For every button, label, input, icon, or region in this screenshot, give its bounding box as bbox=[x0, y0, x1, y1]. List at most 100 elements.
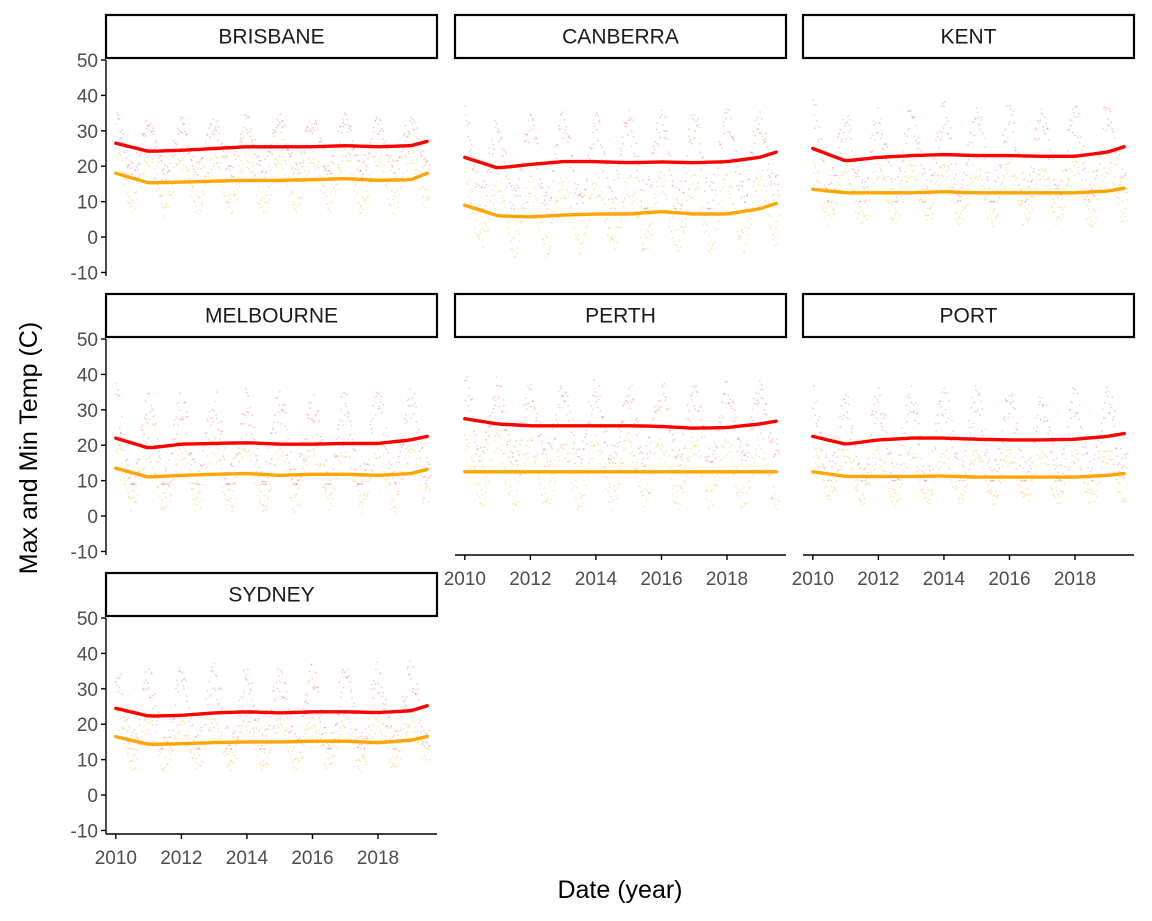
min-temp-point bbox=[850, 469, 853, 472]
max-temp-point bbox=[120, 431, 122, 434]
max-temp-point bbox=[176, 127, 179, 130]
max-temp-point bbox=[775, 438, 778, 441]
max-temp-point bbox=[1015, 427, 1018, 430]
max-temp-point bbox=[639, 446, 642, 448]
min-temp-point bbox=[379, 455, 381, 458]
min-temp-point bbox=[413, 151, 415, 154]
min-temp-point bbox=[391, 498, 394, 501]
max-temp-point bbox=[743, 454, 745, 456]
max-temp-point bbox=[516, 184, 518, 187]
max-temp-point bbox=[186, 146, 189, 149]
min-temp-point bbox=[167, 205, 170, 208]
max-temp-point bbox=[970, 406, 973, 409]
max-temp-point bbox=[657, 400, 660, 403]
min-temp-point bbox=[1099, 186, 1101, 189]
min-temp-point bbox=[626, 433, 629, 435]
min-temp-point bbox=[678, 485, 681, 487]
min-temp-point bbox=[464, 434, 466, 437]
min-temp-point bbox=[731, 457, 734, 460]
min-temp-point bbox=[1022, 223, 1025, 226]
min-temp-point bbox=[764, 199, 767, 201]
max-temp-point bbox=[1019, 189, 1022, 192]
max-temp-point bbox=[465, 399, 467, 402]
max-temp-point bbox=[1069, 408, 1071, 411]
min-temp-point bbox=[930, 489, 932, 491]
max-temp-point bbox=[979, 414, 981, 416]
min-temp-point bbox=[263, 197, 266, 200]
max-temp-point bbox=[540, 440, 543, 443]
max-temp-point bbox=[505, 429, 508, 432]
max-temp-point bbox=[925, 178, 928, 181]
max-temp-point bbox=[534, 420, 537, 423]
min-temp-point bbox=[124, 473, 126, 476]
min-temp-point bbox=[702, 466, 704, 469]
min-temp-point bbox=[426, 196, 429, 199]
max-temp-point bbox=[195, 161, 198, 164]
max-temp-point bbox=[648, 175, 651, 178]
max-temp-point bbox=[295, 483, 298, 486]
min-temp-point bbox=[1044, 167, 1047, 170]
min-temp-point bbox=[235, 479, 238, 482]
max-temp-point bbox=[937, 422, 940, 425]
min-temp-point bbox=[643, 505, 646, 508]
max-temp-point bbox=[744, 201, 747, 204]
max-temp-point bbox=[1123, 453, 1126, 456]
max-temp-point bbox=[625, 125, 628, 128]
max-temp-point bbox=[332, 155, 335, 158]
min-temp-point bbox=[609, 486, 612, 489]
min-temp-point bbox=[135, 500, 138, 503]
min-temp-point bbox=[393, 506, 396, 509]
min-temp-point bbox=[975, 176, 977, 179]
min-temp-point bbox=[625, 193, 628, 196]
max-temp-point bbox=[850, 427, 853, 430]
max-temp-point bbox=[176, 433, 178, 436]
max-temp-point bbox=[1039, 418, 1042, 421]
max-temp-point bbox=[227, 483, 230, 486]
max-temp-point bbox=[837, 426, 839, 429]
max-temp-point bbox=[531, 400, 534, 403]
min-temp-point bbox=[842, 174, 844, 176]
min-temp-point bbox=[949, 468, 951, 471]
min-temp-point bbox=[644, 247, 646, 250]
max-temp-point bbox=[1115, 447, 1118, 450]
max-temp-point bbox=[1060, 180, 1063, 183]
max-temp-point bbox=[908, 396, 911, 399]
max-temp-point bbox=[514, 190, 517, 192]
min-temp-point bbox=[365, 198, 367, 201]
min-temp-point bbox=[732, 473, 735, 475]
min-temp-point bbox=[248, 449, 251, 452]
max-temp-point bbox=[292, 171, 295, 174]
max-temp-point bbox=[724, 381, 727, 384]
min-temp-point bbox=[618, 225, 620, 228]
max-temp-point bbox=[744, 459, 747, 462]
min-temp-point bbox=[900, 196, 902, 198]
min-temp-point bbox=[772, 233, 774, 236]
min-temp-point bbox=[473, 465, 476, 468]
max-temp-point bbox=[117, 389, 120, 391]
max-temp-point bbox=[840, 140, 843, 143]
min-temp-point bbox=[267, 186, 270, 189]
min-temp-point bbox=[716, 220, 719, 223]
max-temp-point bbox=[834, 462, 837, 465]
min-temp-point bbox=[313, 162, 316, 165]
min-temp-point bbox=[1001, 181, 1004, 184]
max-temp-point bbox=[771, 172, 773, 175]
min-temp-point bbox=[241, 455, 244, 458]
max-temp-point bbox=[603, 431, 605, 433]
min-temp-point bbox=[492, 203, 495, 205]
daily-points bbox=[464, 376, 781, 512]
max-temp-point bbox=[473, 165, 476, 168]
min-temp-point bbox=[424, 489, 427, 492]
max-temp-point bbox=[136, 152, 139, 154]
max-temp-point bbox=[621, 421, 623, 423]
min-temp-point bbox=[668, 455, 670, 457]
min-temp-point bbox=[1031, 208, 1034, 211]
min-temp-point bbox=[153, 473, 156, 476]
max-temp-point bbox=[582, 202, 585, 204]
min-temp-point bbox=[395, 196, 398, 198]
max-temp-point bbox=[382, 433, 385, 435]
max-temp-point bbox=[313, 421, 316, 424]
min-temp-point bbox=[381, 465, 383, 468]
max-temp-point bbox=[1006, 400, 1008, 402]
min-temp-point bbox=[925, 496, 928, 499]
